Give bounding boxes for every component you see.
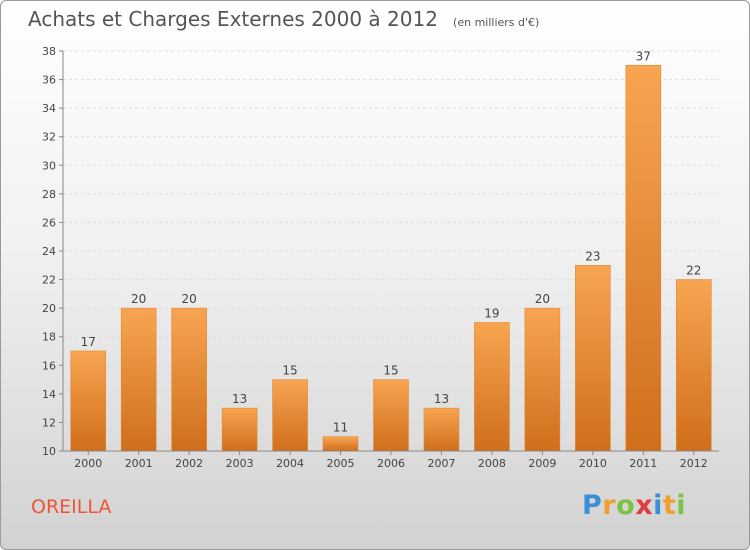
x-tick-label: 2008: [478, 457, 506, 470]
y-tick-label: 30: [42, 159, 56, 172]
x-tick-label: 2011: [629, 457, 657, 470]
x-tick-label: 2003: [226, 457, 254, 470]
y-tick-label: 14: [42, 388, 56, 401]
bar: [272, 379, 308, 452]
x-axis: 2000 2001 2002 2003 2004 2005 2006 2007 2008 2009…: [63, 450, 719, 470]
y-tick-label: 24: [42, 245, 56, 258]
y-tick-label: 16: [42, 359, 56, 372]
bar: [675, 279, 712, 452]
commune-name: OREILLA: [31, 496, 112, 518]
data-label: 20: [535, 292, 550, 306]
y-tick-label: 32: [42, 131, 56, 144]
bar: [322, 436, 359, 452]
x-tick-label: 2010: [579, 457, 607, 470]
bar: [625, 64, 662, 452]
chart-title-main: Achats et Charges Externes 2000 à 2012: [28, 7, 438, 31]
logo-letter: x: [635, 490, 654, 521]
data-label: 20: [182, 292, 197, 306]
x-tick-label: 2005: [327, 457, 355, 470]
logo-letter: P: [582, 490, 603, 521]
value-labels: 17 20 20 13 15 11 15 13 19 20 23 37 22: [81, 49, 702, 434]
y-tick-label: 28: [42, 188, 56, 201]
logo-letter: r: [602, 490, 617, 521]
data-label: 17: [81, 335, 96, 349]
data-label: 37: [636, 49, 651, 63]
x-tick-label: 2009: [528, 457, 556, 470]
data-label: 13: [232, 392, 247, 406]
bar: [575, 264, 611, 452]
x-tick-label: 2012: [680, 457, 708, 470]
x-tick-label: 2002: [175, 457, 203, 470]
data-label: 23: [585, 249, 600, 263]
y-tick-label: 10: [42, 445, 56, 458]
data-label: 13: [434, 392, 449, 406]
chart-title: Achats et Charges Externes 2000 à 2012 (…: [28, 7, 539, 31]
bar: [171, 307, 207, 452]
data-label: 19: [484, 306, 499, 320]
data-label: 11: [333, 421, 348, 435]
proxiti-logo: Proxiti: [582, 490, 686, 521]
y-tick-label: 36: [42, 74, 56, 87]
x-tick-label: 2004: [276, 457, 304, 470]
chart-unit-label: (en milliers d'€): [453, 16, 540, 29]
logo-letter: i: [653, 490, 663, 521]
y-tick-label: 22: [42, 274, 56, 287]
bar: [70, 350, 107, 452]
data-label: 22: [686, 264, 701, 278]
y-tick-label: 38: [42, 45, 56, 58]
y-tick-label: 18: [42, 331, 56, 344]
bar: [524, 307, 561, 452]
y-tick-label: 12: [42, 416, 56, 429]
bar: [474, 322, 510, 452]
logo-letter: t: [662, 490, 677, 521]
x-tick-label: 2001: [125, 457, 153, 470]
data-label: 20: [131, 292, 146, 306]
logo-letter: o: [616, 490, 636, 521]
y-tick-label: 34: [42, 102, 56, 115]
x-tick-label: 2007: [427, 457, 455, 470]
data-label: 15: [282, 364, 297, 378]
bar: [373, 379, 409, 452]
logo-letter: i: [676, 490, 687, 521]
bar: [423, 407, 460, 452]
y-tick-label: 20: [42, 302, 56, 315]
y-axis: 10 12 14 16 18 20 22 24 26 28 30 32 34 36 38: [42, 45, 64, 458]
bar: [120, 307, 157, 452]
data-label: 15: [383, 364, 398, 378]
bars: [70, 64, 712, 452]
bar: [221, 407, 258, 452]
y-tick-label: 26: [42, 216, 56, 229]
x-tick-label: 2006: [377, 457, 405, 470]
x-tick-label: 2000: [74, 457, 102, 470]
